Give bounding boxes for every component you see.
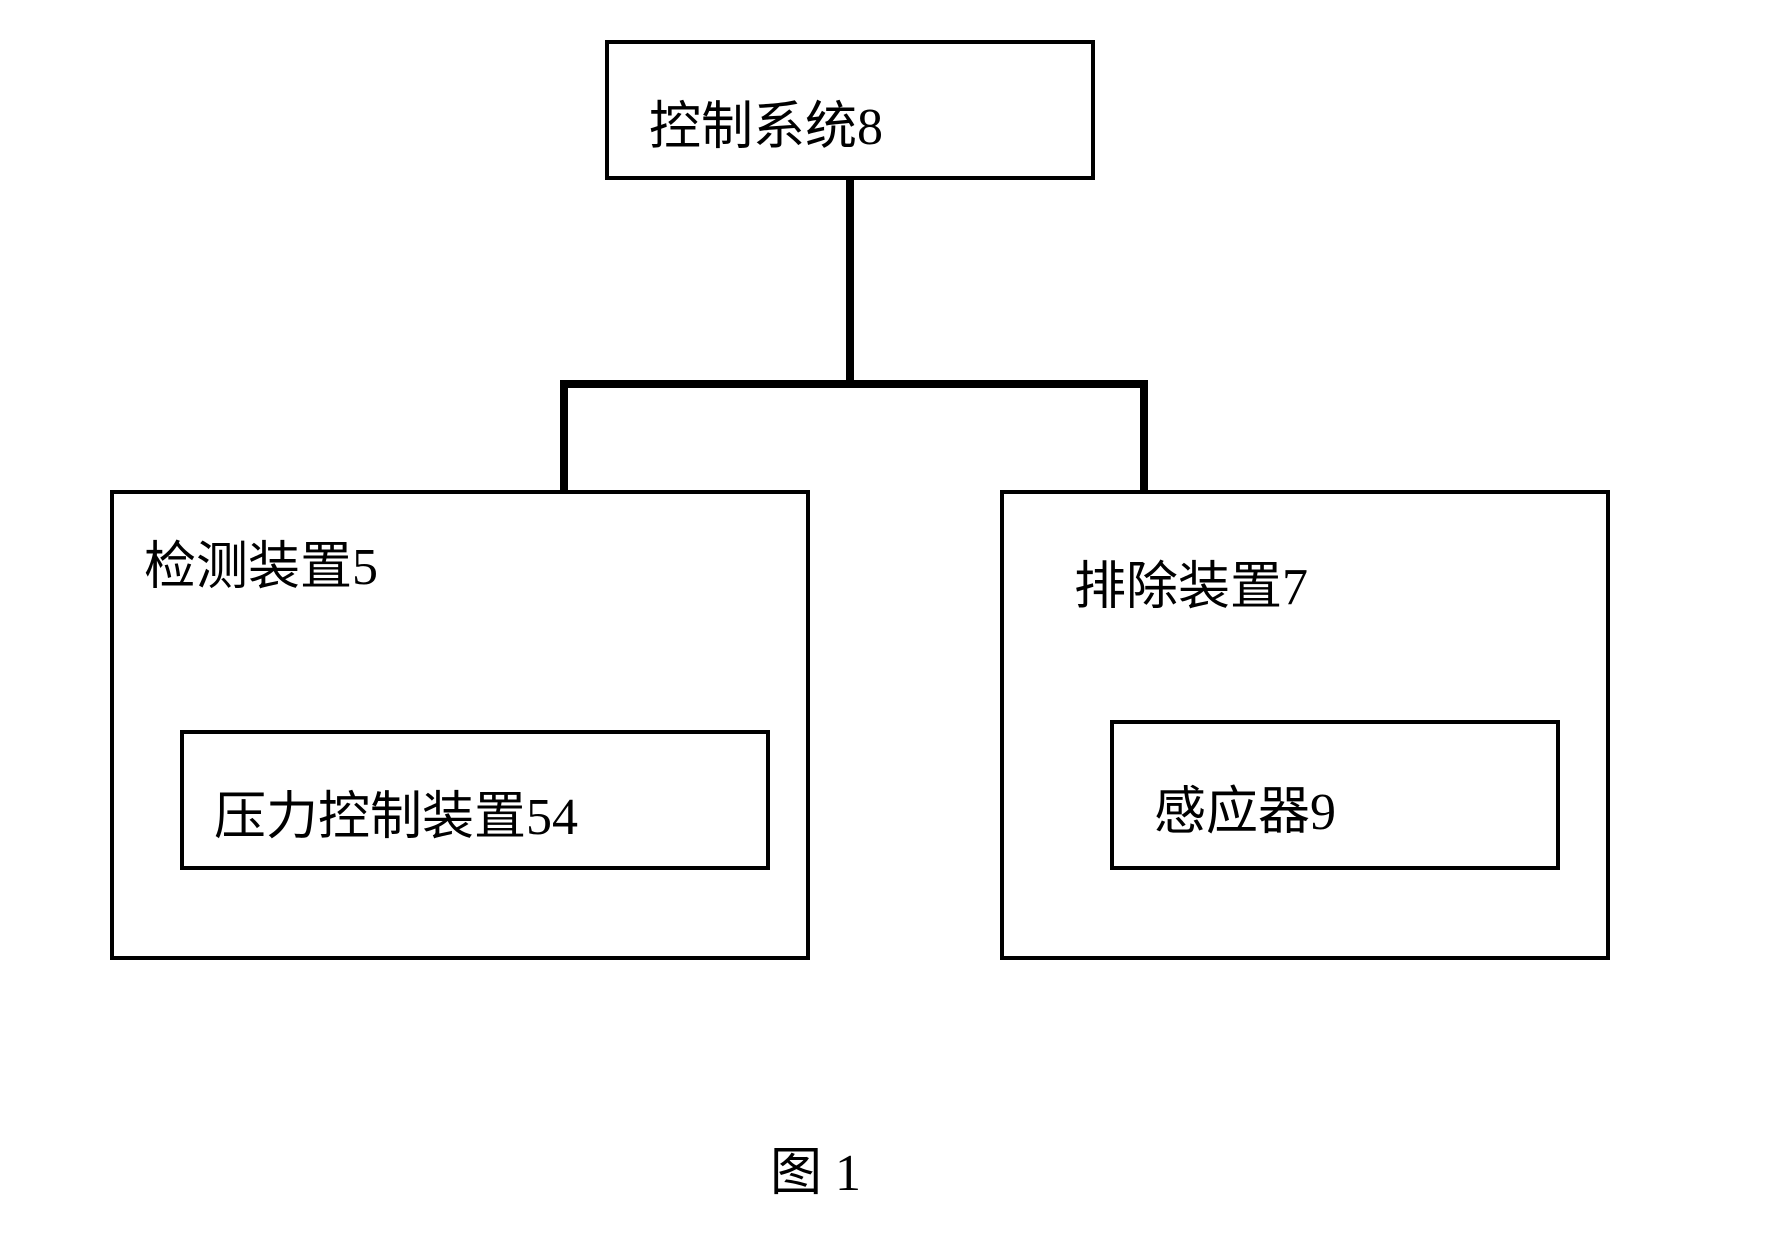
sensor-box: 感应器9 <box>1110 720 1560 870</box>
control-system-box: 控制系统8 <box>605 40 1095 180</box>
connector-horizontal <box>560 380 1148 388</box>
figure-caption: 图 1 <box>770 1130 861 1205</box>
block-diagram: 控制系统8 检测装置5 压力控制装置54 排除装置7 感应器9 图 1 <box>0 0 1782 1253</box>
exclusion-device-label: 排除装置7 <box>1074 544 1308 619</box>
detection-device-box: 检测装置5 <box>110 490 810 960</box>
sensor-label: 感应器9 <box>1154 769 1336 844</box>
control-system-label: 控制系统8 <box>649 84 883 159</box>
connector-main-vertical <box>846 180 854 380</box>
detection-device-label: 检测装置5 <box>144 524 378 599</box>
pressure-control-box: 压力控制装置54 <box>180 730 770 870</box>
pressure-control-label: 压力控制装置54 <box>214 774 578 849</box>
